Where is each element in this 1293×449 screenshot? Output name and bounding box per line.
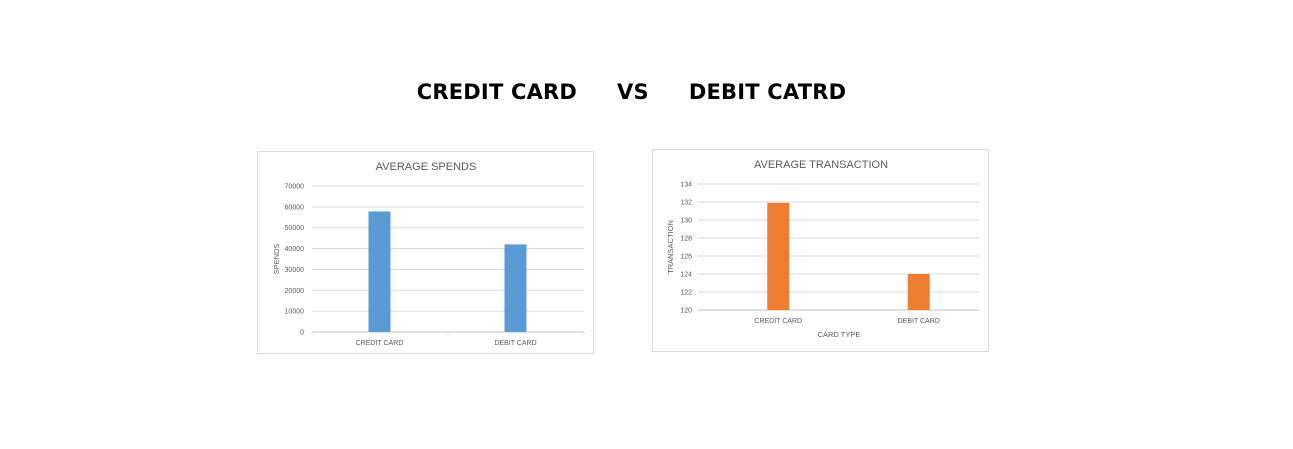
y-tick-label: 132 [680, 200, 692, 207]
y-tick-label: 40000 [285, 246, 305, 253]
y-tick-label: 20000 [285, 288, 305, 295]
y-tick-label: 130 [680, 218, 692, 225]
y-tick-label: 122 [680, 290, 692, 297]
y-tick-label: 50000 [285, 225, 305, 232]
title-credit-card: CREDIT CARD [416, 80, 578, 104]
x-axis-title: CARD TYPE [818, 330, 861, 339]
y-tick-label: 134 [680, 182, 692, 189]
bar-debit-card [504, 244, 527, 332]
y-tick-label: 30000 [285, 267, 305, 274]
y-tick-label: 0 [300, 330, 304, 337]
x-category-label: DEBIT CARD [494, 340, 536, 347]
page-title: CREDIT CARD VS DEBIT CATRD [0, 80, 1263, 104]
y-tick-label: 124 [680, 272, 692, 279]
average-transaction-chart: AVERAGE TRANSACTION 120 122 124 126 128 130 132… [652, 149, 989, 352]
y-tick-label: 10000 [285, 309, 305, 316]
y-tick-label: 128 [680, 236, 692, 243]
average-spends-chart-svg: AVERAGE SPENDS 0 10000 20000 30000 40000 50000… [272, 161, 585, 347]
chart-title: AVERAGE TRANSACTION [754, 159, 888, 171]
bar-credit-card [368, 211, 391, 332]
chart-title: AVERAGE SPENDS [376, 161, 477, 173]
y-axis-title: TRANSACTION [666, 220, 675, 274]
x-category-label: CREDIT CARD [356, 340, 404, 347]
x-category-label: CREDIT CARD [754, 318, 802, 325]
bar-credit-card [767, 202, 790, 310]
y-axis-title: SPENDS [272, 244, 281, 275]
y-tick-label: 120 [680, 308, 692, 315]
x-category-label: DEBIT CARD [898, 318, 940, 325]
y-tick-label: 70000 [285, 184, 305, 191]
title-vs: VS [617, 80, 649, 104]
average-transaction-chart-svg: AVERAGE TRANSACTION 120 122 124 126 128 130 132… [666, 159, 979, 339]
average-spends-chart: AVERAGE SPENDS 0 10000 20000 30000 40000 50000… [257, 151, 594, 354]
y-tick-label: 126 [680, 254, 692, 261]
bar-debit-card [907, 274, 930, 310]
y-tick-label: 60000 [285, 204, 305, 211]
title-debit-card: DEBIT CATRD [688, 80, 847, 104]
